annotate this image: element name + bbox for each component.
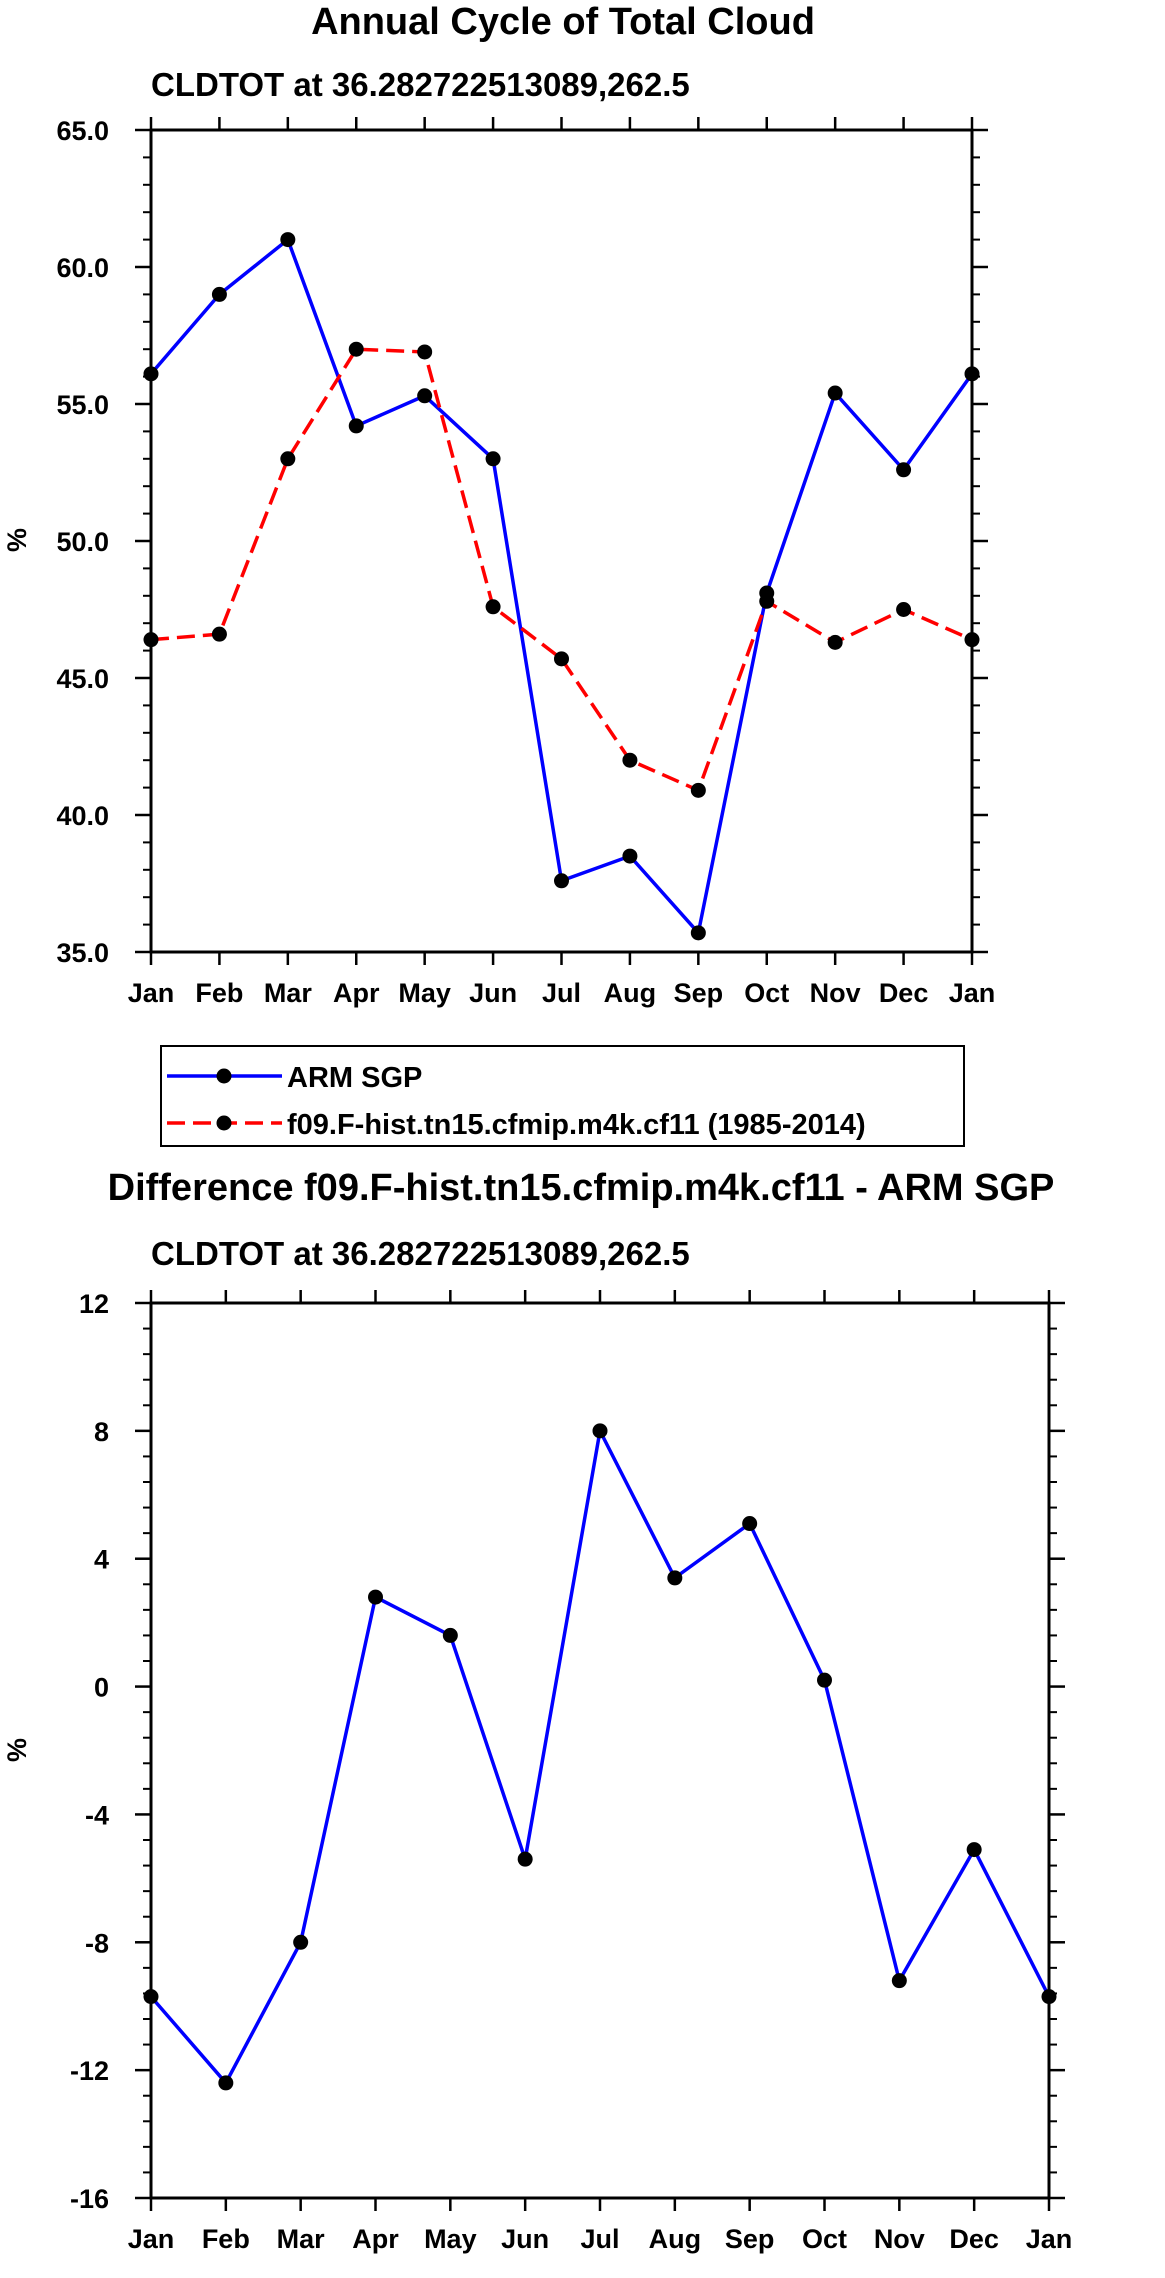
panel2-data-point: [592, 1423, 608, 1439]
panel2-y-tick-label: 12: [79, 1289, 109, 1319]
panel2-x-tick-label: May: [424, 2224, 477, 2254]
panel1-data-point: [759, 593, 775, 609]
panel2-y-tick-label: -8: [85, 1928, 109, 1958]
panel1-data-point: [964, 632, 980, 648]
panel1-data-point: [211, 626, 227, 642]
panel1-plot-frame: [149, 128, 974, 954]
panel2-x-tick-label: Jul: [580, 2224, 619, 2254]
panel1-data-point: [964, 366, 980, 382]
panel2-y-tick-label: -12: [70, 2056, 109, 2086]
panel2-x-tick-label: Jun: [501, 2224, 549, 2254]
panel2-x-tick-label: Apr: [352, 2224, 399, 2254]
panel1-x-tick-label: Apr: [333, 978, 380, 1008]
panel2-x-tick-label: Oct: [802, 2224, 847, 2254]
panel2-data-point: [293, 1934, 309, 1950]
panel2-y-tick-label: -4: [85, 1800, 109, 1830]
panel1-data-point: [690, 925, 706, 941]
panel1-x-tick-label: Mar: [264, 978, 313, 1008]
panel2-x-tick-label: Nov: [874, 2224, 925, 2254]
panel2-data-point: [667, 1570, 683, 1586]
difference-panel: Difference f09.F-hist.tn15.cfmip.m4k.cf1…: [2, 1167, 1072, 2254]
panel1-data-point: [485, 599, 501, 615]
panel1-data-point: [554, 651, 569, 667]
legend: ARM SGP f09.F-hist.tn15.cfmip.m4k.cf11 (…: [160, 1045, 965, 1147]
panel1-y-axis-label: %: [2, 528, 32, 552]
panel1-x-tick-label: Nov: [810, 978, 861, 1008]
panel2-x-tick-label: Sep: [725, 2224, 775, 2254]
panel2-data-point: [442, 1627, 458, 1643]
legend-marker-model: [216, 1115, 232, 1131]
panel1-x-tick-label: Jan: [949, 978, 996, 1008]
panel1-data-point: [348, 341, 364, 357]
panel2-data-point: [368, 1589, 383, 1605]
panel1-x-tick-label: May: [398, 978, 451, 1008]
panel1-data-point: [896, 462, 912, 478]
panel1-x-tick-label: Aug: [604, 978, 656, 1008]
panel1-data-point: [280, 451, 296, 467]
panel1-y-tick-label: 35.0: [56, 938, 109, 968]
panel1-data-point: [485, 451, 501, 467]
panel2-series-line-obs: [149, 1429, 1051, 2085]
panel2-data-point: [966, 1842, 982, 1858]
panel2-x-tick-label: Jan: [128, 2224, 175, 2254]
panel1-data-point: [622, 848, 638, 864]
panel1-data-point: [417, 344, 433, 360]
legend-marker-arm-sgp: [216, 1068, 232, 1084]
panel1-y-tick-label: 40.0: [56, 801, 109, 831]
panel1-x-tick-label: Dec: [879, 978, 929, 1008]
panel1-series-line-model: [150, 347, 973, 793]
panel1-data-point: [280, 232, 296, 248]
panel2-data-point: [143, 1989, 159, 2005]
panel2-x-tick-label: Feb: [202, 2224, 250, 2254]
panel1-y-tick-label: 45.0: [56, 664, 109, 694]
panel2-y-tick-label: 8: [94, 1417, 109, 1447]
panel1-subtitle: CLDTOT at 36.282722513089,262.5: [151, 66, 690, 103]
panel2-title: Difference f09.F-hist.tn15.cfmip.m4k.cf1…: [108, 1167, 1055, 1209]
panel1-x-tick-label: Feb: [195, 978, 243, 1008]
panel1-y-tick-label: 55.0: [56, 390, 109, 420]
panel2-y-axis-label: %: [2, 1738, 32, 1762]
panel1-data-point: [554, 873, 569, 889]
panel2-x-tick-label: Mar: [277, 2224, 326, 2254]
panel1-data-point: [417, 388, 433, 404]
panel2-data-point: [517, 1851, 533, 1867]
panel1-data-point: [896, 602, 912, 617]
panel1-data-point: [690, 782, 706, 798]
panel2-x-tick-label: Dec: [949, 2224, 999, 2254]
panel1-x-tick-label: Jun: [469, 978, 517, 1008]
panel2-x-tick-label: Aug: [649, 2224, 701, 2254]
panel2-x-tick-label: Jan: [1026, 2224, 1073, 2254]
panel1-x-tick-label: Sep: [674, 978, 724, 1008]
panel2-data-point: [1041, 1989, 1057, 2005]
annual-cycle-panel: Annual Cycle of Total Cloud CLDTOT at 36…: [2, 1, 995, 1008]
panel1-y-tick-label: 65.0: [56, 116, 109, 146]
panel1-x-tick-label: Jan: [128, 978, 175, 1008]
panel2-y-tick-label: 0: [94, 1673, 109, 1703]
panel2-data-point: [891, 1973, 907, 1989]
panel1-x-tick-label: Oct: [744, 978, 789, 1008]
panel1-y-tick-label: 60.0: [56, 253, 109, 283]
panel1-data-point: [143, 366, 159, 382]
panel1-data-point: [211, 286, 227, 302]
panel2-data-point: [742, 1516, 758, 1532]
legend-label-model: f09.F-hist.tn15.cfmip.m4k.cf11 (1985-201…: [287, 1109, 866, 1141]
panel2-data-point: [817, 1672, 832, 1688]
legend-box: [160, 1045, 965, 1147]
panel1-title: Annual Cycle of Total Cloud: [311, 1, 815, 43]
panel1-data-point: [143, 632, 159, 648]
panel1-data-point: [622, 752, 638, 768]
panel1-x-tick-label: Jul: [542, 978, 581, 1008]
panel1-y-tick-label: 50.0: [56, 527, 109, 557]
panel1-data-point: [827, 385, 843, 401]
panel1-data-point: [348, 418, 364, 434]
panel1-data-point: [827, 634, 843, 650]
panel2-subtitle: CLDTOT at 36.282722513089,262.5: [151, 1235, 690, 1272]
panel2-y-tick-label: -16: [70, 2184, 109, 2214]
panel2-data-point: [218, 2075, 234, 2091]
legend-label-arm-sgp: ARM SGP: [287, 1062, 422, 1094]
panel2-y-tick-label: 4: [94, 1545, 109, 1575]
panel1-series-line-obs: [149, 237, 974, 935]
